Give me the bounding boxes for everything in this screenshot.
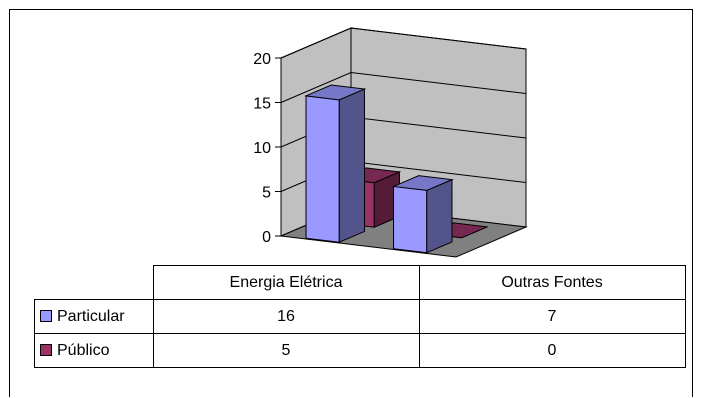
bar-front xyxy=(305,95,340,243)
y-tick-label: 15 xyxy=(253,96,271,113)
data-cell: 5 xyxy=(152,333,420,368)
y-tick-label: 20 xyxy=(253,51,271,68)
data-table-header-row: Energia Elétrica Outras Fontes xyxy=(34,265,686,300)
data-table-corner xyxy=(34,265,154,300)
gridline xyxy=(280,27,527,59)
bar-side xyxy=(426,178,453,254)
data-table-row: Particular 16 7 xyxy=(34,299,686,334)
data-table-row: Público 5 0 xyxy=(34,333,686,368)
y-tick-label: 10 xyxy=(253,140,271,157)
legend-swatch-publico xyxy=(40,343,52,356)
data-cell: 7 xyxy=(418,299,686,334)
chart-frame xyxy=(9,9,693,397)
gridline xyxy=(280,71,527,103)
bar-side xyxy=(338,88,365,243)
series-name: Particular xyxy=(57,307,125,325)
bar-top xyxy=(391,175,454,191)
legend-swatch-particular xyxy=(40,309,52,322)
series-label: Público xyxy=(34,333,154,368)
data-cell: 0 xyxy=(418,333,686,368)
y-tick-label: 0 xyxy=(262,229,271,246)
series-label: Particular xyxy=(34,299,154,334)
bar-front xyxy=(393,185,428,254)
category-header: Outras Fontes xyxy=(418,265,686,300)
series-name: Público xyxy=(57,341,110,359)
data-table: Energia Elétrica Outras Fontes Particula… xyxy=(34,265,686,368)
bar-top xyxy=(304,84,367,101)
data-cell: 16 xyxy=(152,299,420,334)
y-tick-label: 5 xyxy=(262,185,271,202)
category-header: Energia Elétrica xyxy=(152,265,420,300)
